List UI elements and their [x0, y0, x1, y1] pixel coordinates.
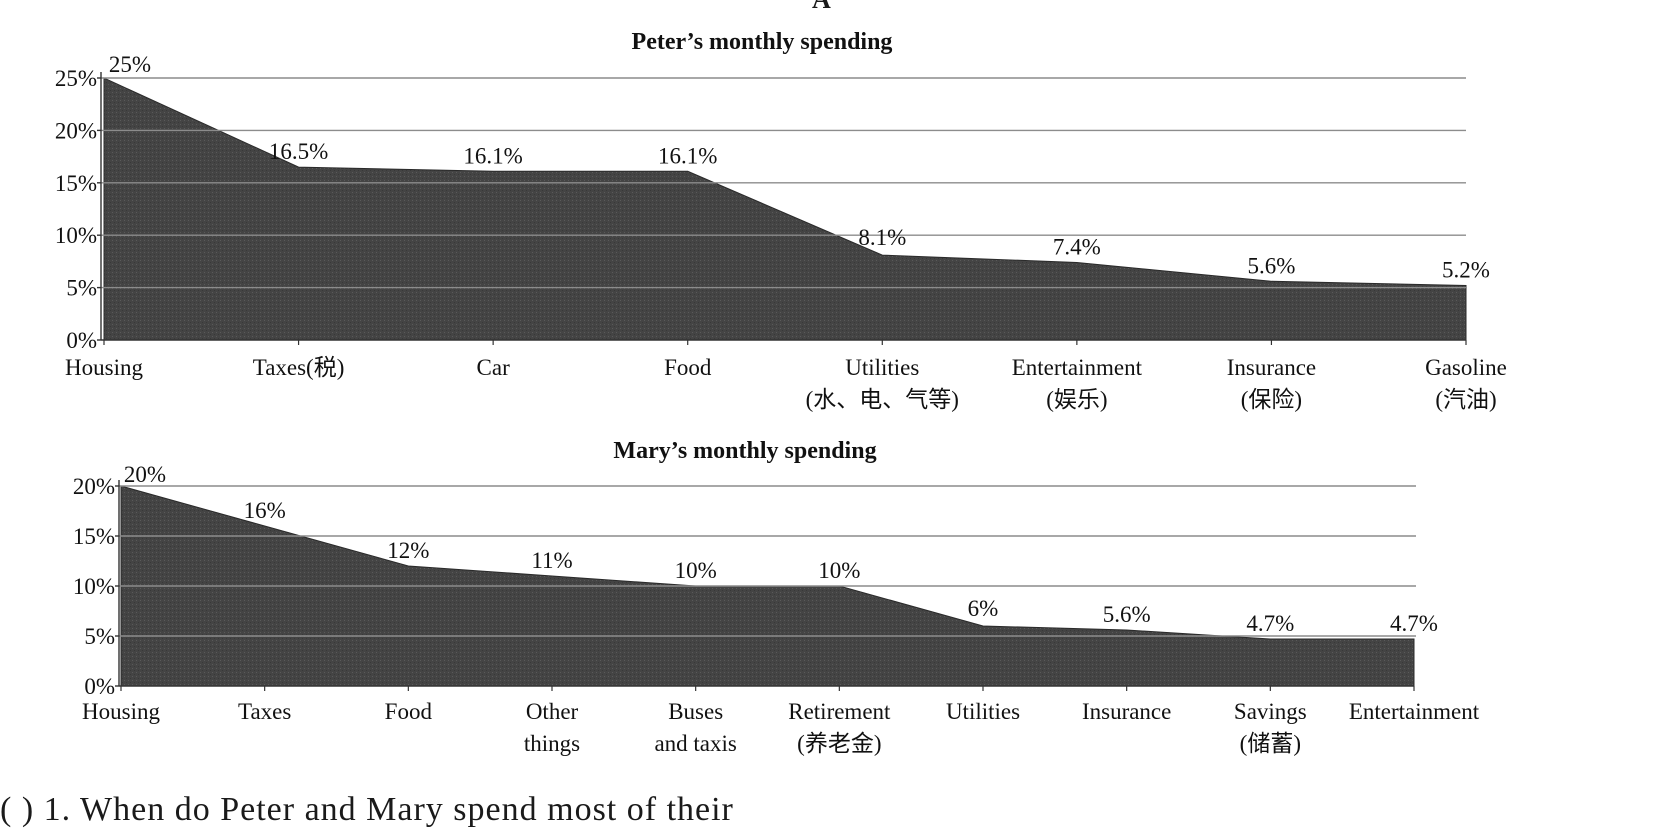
data-label: 5.6%: [1103, 602, 1151, 627]
data-label: 20%: [124, 462, 166, 487]
chart-title: Mary’s monthly spending: [613, 438, 876, 464]
category-label: Housing: [65, 355, 143, 380]
category-label-line: things: [524, 731, 580, 756]
category-label-line: (养老金): [797, 731, 881, 756]
category-label-line: Food: [664, 355, 712, 380]
category-label-line: Entertainment: [1349, 699, 1480, 724]
data-label: 10%: [675, 558, 717, 583]
data-label: 8.1%: [858, 225, 906, 250]
category-label: Taxes: [238, 699, 291, 724]
data-label: 5.6%: [1247, 253, 1295, 278]
data-label: 7.4%: [1053, 234, 1101, 259]
category-label: Retirement (养老金): [788, 699, 891, 756]
category-label-line: Taxes: [238, 699, 291, 724]
data-label: 11%: [531, 548, 572, 573]
category-label-line: Housing: [82, 699, 160, 724]
y-tick-label: 25%: [55, 66, 97, 91]
category-label: Insurance (保险): [1227, 355, 1316, 412]
category-label-line: (水、电、气等): [806, 387, 959, 412]
category-label-line: Retirement: [788, 699, 891, 724]
section-letter: A: [812, 0, 831, 14]
category-label-line: Insurance: [1082, 699, 1171, 724]
data-label: 4.7%: [1246, 611, 1294, 636]
category-label: Food: [385, 699, 433, 724]
category-label-line: Taxes(税): [253, 355, 345, 380]
y-tick-label: 5%: [84, 624, 115, 649]
category-label-line: (娱乐): [1046, 387, 1107, 412]
y-tick-label: 15%: [55, 171, 97, 196]
area-series: [103, 77, 1467, 341]
category-label: Buses and taxis: [654, 699, 736, 756]
category-label: Entertainment: [1349, 699, 1480, 724]
category-label-line: and taxis: [654, 731, 736, 756]
y-tick-label: 5%: [66, 276, 97, 301]
y-tick-label: 20%: [55, 118, 97, 143]
y-tick-label: 10%: [73, 574, 115, 599]
category-label-line: Utilities: [845, 355, 919, 380]
category-label-line: (汽油): [1435, 387, 1496, 412]
data-label: 25%: [109, 52, 151, 77]
category-label-line: Insurance: [1227, 355, 1316, 380]
data-label: 5.2%: [1442, 258, 1490, 283]
category-label: Gasoline (汽油): [1425, 355, 1507, 412]
chart-title: Peter’s monthly spending: [632, 29, 893, 55]
category-label: Entertainment (娱乐): [1012, 355, 1143, 412]
category-label-line: (储蓄): [1240, 731, 1301, 756]
peter-spending-chart: Peter’s monthly spending 0% 5% 10% 15% 20% 25%…: [55, 29, 1507, 412]
data-label: 16%: [244, 498, 286, 523]
y-tick-label: 0%: [66, 328, 97, 353]
category-label-line: Utilities: [946, 699, 1020, 724]
data-label: 10%: [818, 558, 860, 583]
category-label-line: Gasoline: [1425, 355, 1507, 380]
category-label-line: Car: [477, 355, 511, 380]
category-label: Taxes(税): [253, 355, 345, 380]
category-label: Housing: [82, 699, 160, 724]
data-label: 4.7%: [1390, 611, 1438, 636]
y-tick-label: 15%: [73, 524, 115, 549]
category-label-line: Food: [385, 699, 433, 724]
category-label: Utilities (水、电、气等): [806, 355, 959, 412]
category-label-line: Savings: [1234, 699, 1307, 724]
y-tick-label: 20%: [73, 474, 115, 499]
category-label-line: Entertainment: [1012, 355, 1143, 380]
category-label-line: (保险): [1241, 387, 1302, 412]
y-tick-label: 10%: [55, 223, 97, 248]
category-label-line: Housing: [65, 355, 143, 380]
category-label: Savings (储蓄): [1234, 699, 1307, 756]
category-label: Other things: [524, 699, 580, 756]
y-tick-label: 0%: [84, 674, 115, 699]
mary-spending-chart: Mary’s monthly spending 0% 5% 10% 15% 20% Hous…: [73, 438, 1480, 756]
category-label-line: Buses: [668, 699, 723, 724]
data-label: 16.1%: [658, 143, 717, 168]
category-label: Car: [477, 355, 511, 380]
data-label: 12%: [387, 538, 429, 563]
question-text: ( ) 1. When do Peter and Mary spend most…: [0, 791, 734, 828]
data-label: 16.1%: [463, 143, 522, 168]
category-label-line: Other: [526, 699, 579, 724]
data-label: 6%: [968, 596, 999, 621]
category-label: Insurance: [1082, 699, 1171, 724]
category-label: Utilities: [946, 699, 1020, 724]
category-label: Food: [664, 355, 712, 380]
data-label: 16.5%: [269, 139, 328, 164]
